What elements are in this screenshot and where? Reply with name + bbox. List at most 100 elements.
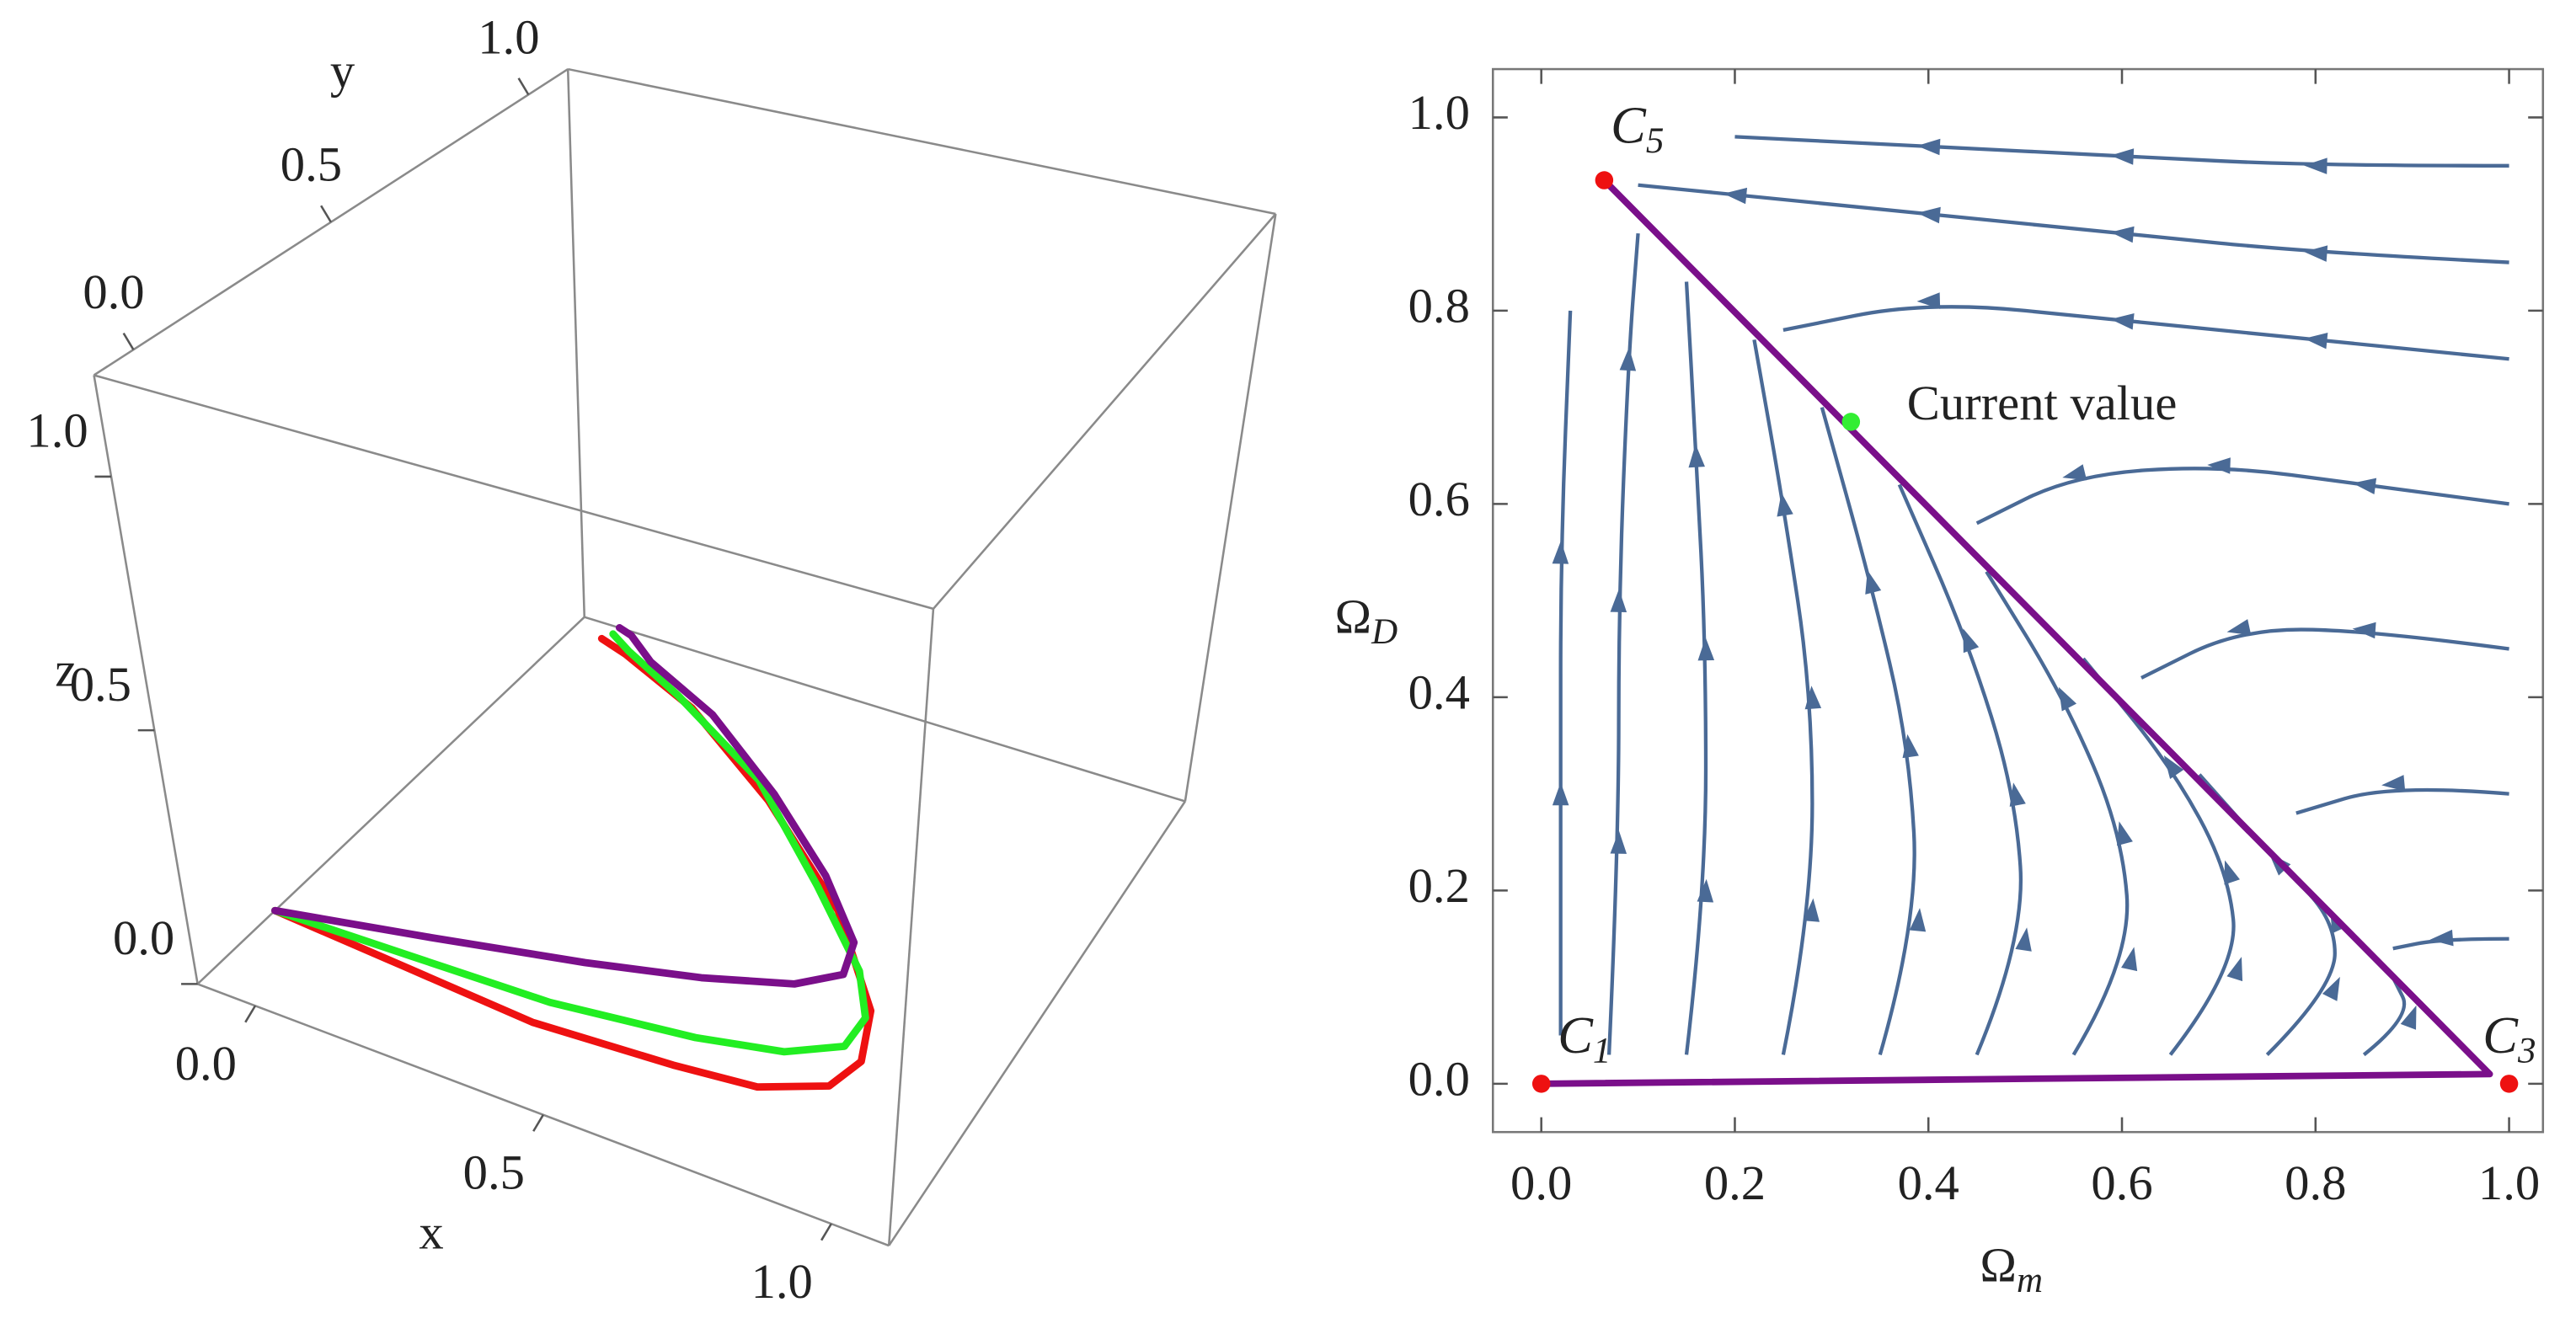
y-tick bbox=[122, 332, 135, 350]
streamline bbox=[2198, 773, 2337, 1056]
stream-arrow bbox=[1552, 541, 1569, 564]
stream-arrow bbox=[2015, 927, 2032, 952]
x-tick-label: 0.6 bbox=[2091, 1155, 2152, 1210]
x-tick bbox=[244, 1005, 257, 1023]
stream-arrow bbox=[2121, 947, 2138, 972]
y-tick-label: 0.0 bbox=[1408, 1051, 1470, 1106]
y-tick-label: 0.2 bbox=[1408, 858, 1470, 913]
box-edge bbox=[196, 616, 585, 985]
stream-arrow bbox=[1697, 637, 1715, 661]
streamline bbox=[1897, 483, 2023, 1056]
stream-arrow bbox=[1610, 589, 1627, 613]
stream-arrow bbox=[2429, 929, 2454, 947]
streamline bbox=[2140, 627, 2509, 680]
streamline bbox=[1734, 135, 2509, 168]
y-axis-label-main: Ω bbox=[1335, 590, 1372, 644]
x-tick-label: 0.2 bbox=[1704, 1155, 1766, 1210]
box-edge bbox=[566, 69, 586, 617]
stream-arrow bbox=[2110, 148, 2135, 165]
stream-arrow bbox=[1963, 628, 1980, 654]
critical-point bbox=[1531, 1075, 1551, 1093]
stream-arrow bbox=[2207, 457, 2231, 474]
x-tick bbox=[532, 1114, 544, 1132]
y-tick-label: 0.5 bbox=[281, 137, 342, 192]
stream-arrow bbox=[2062, 464, 2087, 481]
stream-arrow bbox=[1902, 734, 1919, 759]
point-label: C3 bbox=[2482, 1006, 2536, 1070]
stream-arrow bbox=[1865, 569, 1882, 595]
streamline bbox=[1638, 183, 2509, 264]
stream-arrow bbox=[1610, 830, 1627, 854]
streamline bbox=[1752, 339, 1814, 1055]
stream-arrow bbox=[1552, 782, 1569, 806]
stream-arrow bbox=[2352, 622, 2376, 639]
stream-arrow bbox=[2322, 976, 2340, 1001]
y-tick bbox=[517, 77, 530, 95]
y-tick-label: 1.0 bbox=[1408, 85, 1470, 140]
streamline bbox=[2082, 657, 2236, 1056]
z-axis-label: z bbox=[55, 643, 77, 697]
plot-frame bbox=[1491, 67, 2545, 1134]
x-tick-label: 0.0 bbox=[175, 1036, 237, 1091]
point-label-sub: 3 bbox=[2517, 1032, 2536, 1071]
box-edge bbox=[584, 616, 1186, 803]
trajectory bbox=[271, 630, 869, 1056]
point-label-main: Current value bbox=[1907, 376, 2178, 431]
stream-arrow bbox=[2226, 619, 2252, 636]
y-tick bbox=[320, 205, 332, 223]
stream-arrow bbox=[2304, 157, 2327, 174]
y-tick-label: 0.0 bbox=[83, 264, 144, 319]
stream-arrow bbox=[1916, 206, 1941, 224]
z-tick-label: 0.0 bbox=[113, 910, 174, 965]
x-tick-label: 0.4 bbox=[1898, 1155, 1959, 1210]
box-edge bbox=[1184, 213, 1277, 802]
stream-arrow bbox=[2352, 478, 2377, 494]
streamline bbox=[2295, 787, 2509, 815]
y-axis-label: y bbox=[330, 43, 355, 98]
streamline bbox=[1975, 467, 2509, 526]
critical-point bbox=[1595, 171, 1614, 189]
stream-arrow bbox=[2163, 755, 2184, 780]
stream-arrow bbox=[1619, 347, 1637, 371]
stream-arrow bbox=[2304, 332, 2328, 350]
y-tick-label: 0.6 bbox=[1408, 472, 1470, 526]
point-label-sub: 5 bbox=[1646, 121, 1664, 161]
stream-arrow bbox=[2381, 775, 2406, 792]
critical-point bbox=[2499, 1075, 2519, 1093]
stream-arrow bbox=[2116, 821, 2133, 846]
streamline bbox=[1985, 570, 2130, 1056]
streamline bbox=[1782, 305, 2509, 361]
stream-arrow bbox=[1803, 898, 1820, 922]
box-edge bbox=[567, 67, 1276, 216]
point-label-main: C bbox=[1611, 96, 1647, 155]
trajectory bbox=[271, 634, 875, 1091]
streamline bbox=[1820, 407, 1916, 1056]
critical-point bbox=[1841, 413, 1861, 431]
x-tick-label: 0.5 bbox=[463, 1145, 525, 1199]
stream-arrow bbox=[1688, 444, 1705, 468]
box-edge bbox=[888, 800, 1186, 1246]
x-tick bbox=[820, 1223, 832, 1241]
stream-arrow bbox=[2110, 226, 2135, 243]
x-tick-label: 0.8 bbox=[2285, 1155, 2346, 1210]
point-label-main: C bbox=[2482, 1006, 2519, 1065]
point-label: Current value bbox=[1907, 376, 2178, 431]
x-axis-label-sub: m bbox=[2017, 1261, 2043, 1300]
box-edge bbox=[887, 608, 935, 1246]
stream-arrow bbox=[1916, 292, 1941, 309]
stream-arrow bbox=[2009, 782, 2026, 807]
stream-arrow bbox=[1909, 908, 1927, 932]
point-label-main: C bbox=[1558, 1006, 1594, 1065]
trajectory bbox=[1541, 178, 2493, 1087]
streamline bbox=[1558, 310, 1573, 1036]
point-label: C5 bbox=[1611, 96, 1664, 161]
streamline bbox=[1684, 281, 1708, 1055]
streamline bbox=[2362, 976, 2407, 1057]
point-label-sub: 1 bbox=[1593, 1032, 1611, 1071]
x-tick-label: 0.0 bbox=[1510, 1155, 1572, 1210]
z-tick-label: 0.5 bbox=[70, 657, 131, 712]
x-tick-label: 1.0 bbox=[2478, 1155, 2540, 1210]
x-tick-label: 1.0 bbox=[751, 1254, 813, 1309]
